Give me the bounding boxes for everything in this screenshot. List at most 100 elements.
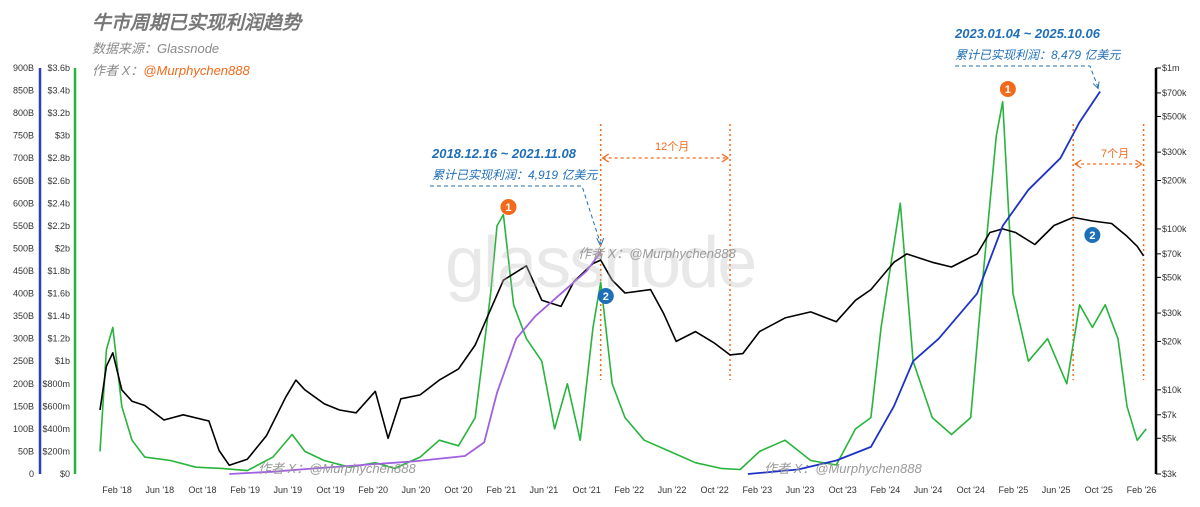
cycle-2018-connector [430,185,602,245]
left-axis-tick-label: 550B [13,221,34,231]
gap-2021-label: 12个月 [655,141,690,153]
cycle-2018-total: 累计已实现利润：4,919 亿美元 [432,168,598,182]
right-axis-tick-label: $10k [1162,385,1182,395]
green-axis-tick-label: $1.2b [47,334,70,344]
gap-2025-arrow-right [1135,159,1143,169]
left-axis-tick-label: 450B [13,266,34,276]
green-axis-tick-label: $3b [55,131,70,141]
green-axis-tick-label: $600m [42,401,70,411]
marker-1-2024: 1 [999,81,1016,97]
marker-1-2021: 1 [500,199,517,215]
marker-2-2021-label: 2 [603,291,609,303]
cycle-2023-arrowhead [1092,81,1100,90]
green-axis-tick-label: $400m [42,424,70,434]
marker-2-2021: 2 [597,288,614,304]
left-axis-tick-label: 900B [13,63,34,73]
cycle-2023-annotation: 2023.01.04 ~ 2025.10.06 累计已实现利润：8,479 亿美… [955,26,1120,63]
marker-1-2021-circle [500,199,517,215]
gap-2025-label: 7个月 [1101,148,1130,160]
right-axis-tick-label: $70k [1162,249,1182,259]
green-axis-tick-label: $2.2b [47,221,70,231]
marker-1-2024-label: 1 [1005,84,1011,96]
x-axis-tick-label: Feb '24 [870,485,900,495]
chart-title: 牛市周期已实现利润趋势 [92,13,302,34]
data-source: 数据来源：Glassnode [92,41,220,56]
x-axis-tick-label: Jun '24 [914,485,943,495]
series-cumulative-2018 [229,251,602,475]
x-axis-tick-label: Oct '18 [188,485,216,495]
author-line: 作者 X：@Murphychen888 [92,60,250,79]
cycle-2023-total: 累计已实现利润：8,479 亿美元 [955,48,1121,62]
left-axis-tick-label: 750B [13,131,34,141]
x-axis-tick-label: Feb '25 [999,485,1029,495]
gap-2021-arrow-left [601,153,610,163]
green-axis-tick-label: $0 [60,469,70,479]
green-axis-tick-label: $2.8b [47,153,70,163]
marker-1-2024-circle [999,81,1016,97]
cycle-2018-arrowhead [596,237,605,248]
x-axis-tick-label: Feb '26 [1127,485,1157,495]
cycle-2018-annotation: 2018.12.16 ~ 2021.11.08 累计已实现利润：4,919 亿美… [432,146,597,183]
x-axis-tick-label: Jun '21 [530,485,559,495]
author-prefix: 作者 X： [92,63,144,78]
green-axis-tick-label: $2.4b [47,198,70,208]
right-axis-tick-label: $500k [1162,111,1187,121]
x-axis-tick-label: Oct '19 [316,485,344,495]
left-axis-tick-label: 300B [13,334,34,344]
green-axis-tick-label: $1.4b [47,311,70,321]
left-axis-tick-label: 650B [13,176,34,186]
left-axis-tick-label: 600B [13,198,34,208]
left-axis-tick-label: 100B [13,424,34,434]
right-axis-tick-label: $5k [1162,433,1177,443]
green-axis-tick-label: $1b [55,356,70,366]
green-axis-tick-label: $200m [42,446,70,456]
gap-2025-arrow-left [1073,159,1082,169]
green-axis-tick-label: $3.2b [47,108,70,118]
right-axis-tick-label: $300k [1162,147,1187,157]
right-axis-tick-label: $1m [1162,63,1180,73]
x-axis-tick-label: Oct '21 [572,485,600,495]
marker-1-2021-label: 1 [505,202,511,214]
left-axis-tick-label: 50B [18,446,34,456]
author-handle: @Murphychen888 [143,63,250,78]
right-axis-tick-label: $50k [1162,272,1182,282]
x-axis-tick-label: Feb '21 [486,485,516,495]
cycle-2023-range: 2023.01.04 ~ 2025.10.06 [955,26,1100,41]
left-axis-tick-label: 250B [13,356,34,366]
inline-watermark-3: 作者 X：@Murphychen888 [764,461,922,476]
x-axis-tick-label: Jun '25 [1042,485,1071,495]
x-axis-tick-label: Feb '23 [742,485,772,495]
x-axis-tick-label: Oct '23 [829,485,857,495]
green-axis-tick-label: $3.6b [47,63,70,73]
right-axis-tick-label: $3k [1162,469,1177,479]
green-axis-tick-label: $800m [42,379,70,389]
green-axis-tick-label: $1.6b [47,289,70,299]
left-axis-tick-label: 700B [13,153,34,163]
x-axis-tick-label: Jun '23 [786,485,815,495]
right-axis-tick-label: $7k [1162,410,1177,420]
x-axis-tick-label: Jun '19 [273,485,302,495]
left-axis-tick-label: 0 [29,469,34,479]
cycle-2023-connector [955,65,1099,88]
left-axis-tick-label: 150B [13,401,34,411]
right-axis-tick-label: $200k [1162,175,1187,185]
marker-2-2021-circle [597,288,614,304]
x-axis-tick-label: Feb '20 [358,485,388,495]
glassnode-watermark: glassnode [445,223,757,303]
x-axis-tick-label: Feb '19 [230,485,260,495]
green-axis-tick-label: $3.4b [47,86,70,96]
x-axis-tick-label: Feb '22 [614,485,644,495]
left-axis-tick-label: 400B [13,289,34,299]
cycle-2018-range: 2018.12.16 ~ 2021.11.08 [432,146,576,161]
right-axis-tick-label: $30k [1162,308,1182,318]
right-axis-tick-label: $700k [1162,88,1187,98]
left-axis-tick-label: 500B [13,243,34,253]
inline-watermark-2: 作者 X：@Murphychen888 [258,461,416,476]
marker-2-2025-circle [1084,227,1101,243]
x-axis-tick-label: Oct '22 [701,485,729,495]
series-cumulative-2023 [747,90,1101,475]
left-axis-tick-label: 200B [13,379,34,389]
right-axis-tick-label: $20k [1162,336,1182,346]
